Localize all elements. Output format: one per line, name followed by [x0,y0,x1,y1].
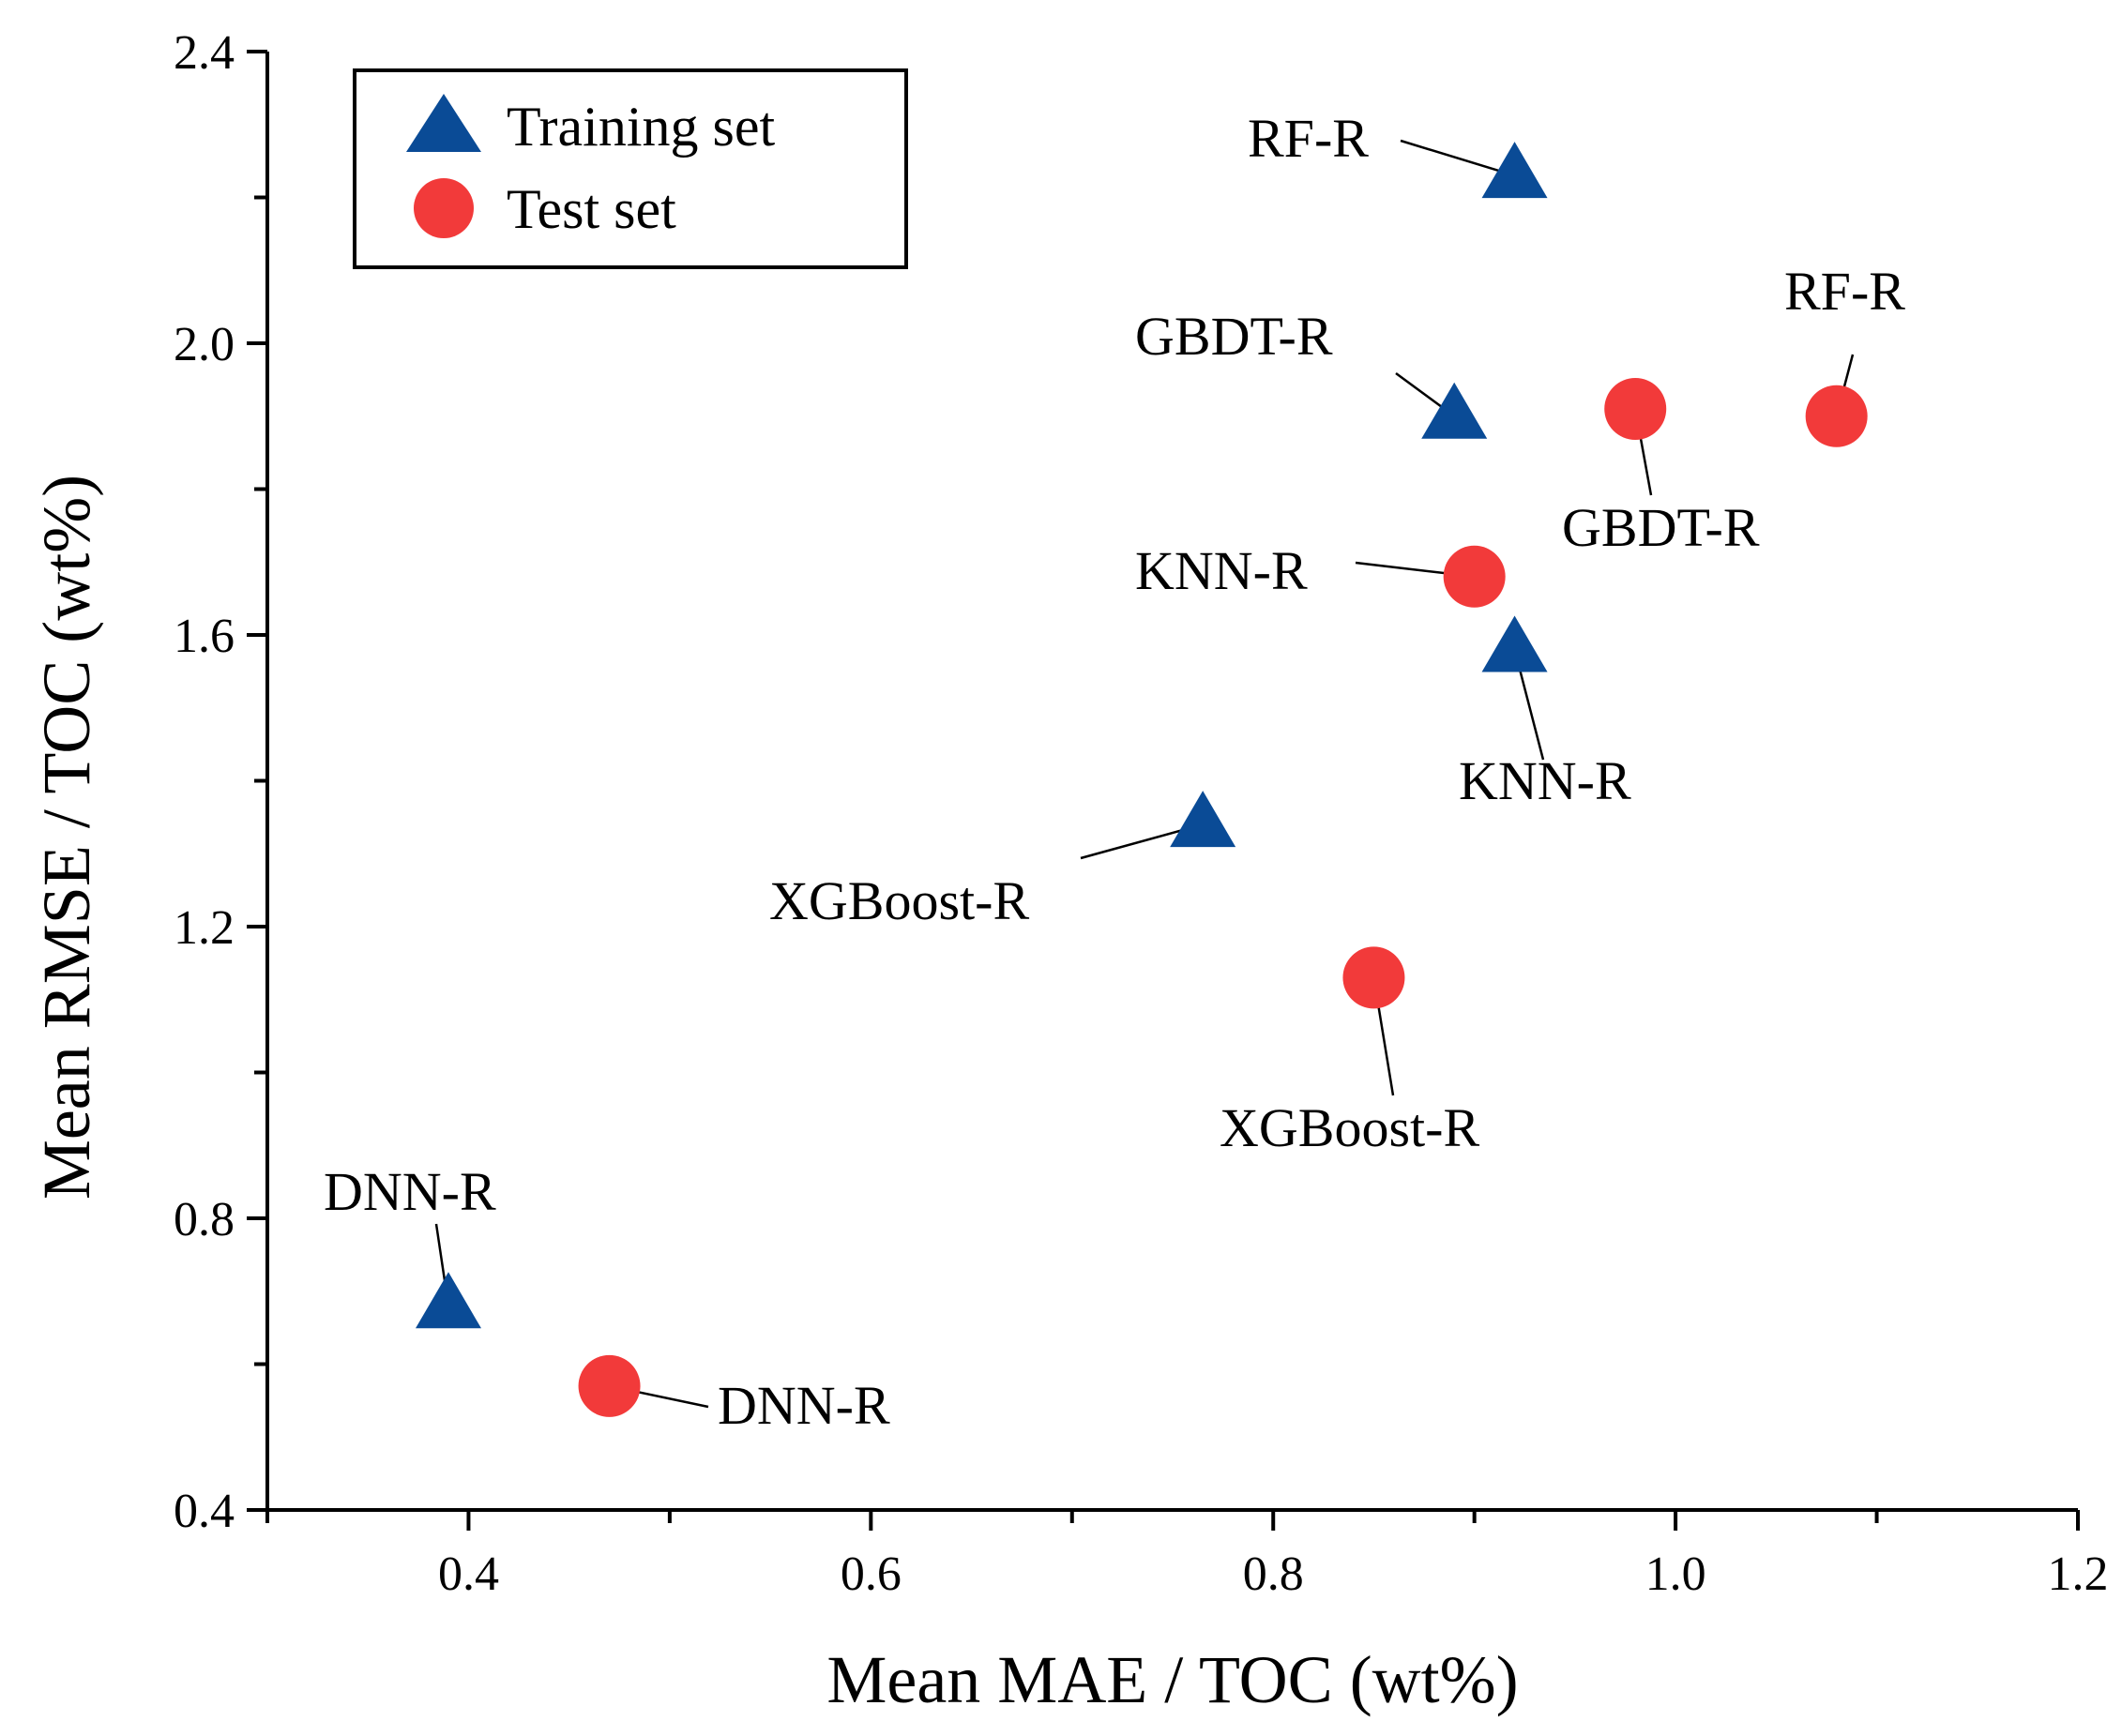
test-point-marker [1443,545,1506,608]
point-label: RF-R [1248,108,1369,169]
y-tick-label: 1.6 [174,610,235,663]
x-tick-label: 1.2 [2048,1547,2109,1601]
x-tick-label: 0.4 [438,1547,499,1601]
training-point-marker [416,1272,481,1329]
x-axis-title: Mean MAE / TOC (wt%) [826,1642,1518,1717]
training-point-marker [1421,382,1488,439]
x-tick-label: 0.8 [1243,1547,1304,1601]
leader-line [1400,139,1515,177]
test-point-marker [1805,385,1868,447]
x-tick-label: 1.0 [1645,1547,1706,1601]
training-point-marker [1170,791,1236,848]
test-point-marker [578,1354,641,1417]
test-point-marker [1604,377,1667,440]
y-axis-title: Mean RMSE / TOC (wt%) [29,475,104,1200]
point-label: GBDT-R [1562,497,1760,558]
point-label: DNN-R [718,1375,890,1436]
y-tick-label: 2.0 [174,318,235,371]
point-label: XGBoost-R [769,870,1029,931]
y-tick-label: 2.4 [174,26,235,80]
legend-test-label: Test set [507,178,676,240]
axis-ticks [247,50,2080,1531]
point-label: DNN-R [324,1161,496,1222]
legend: Training set Test set [353,68,908,269]
axes [265,52,2078,1512]
point-label: RF-R [1784,261,1905,322]
data-markers [416,142,1868,1417]
point-label: GBDT-R [1135,306,1333,367]
legend-training-label: Training set [507,96,775,158]
point-labels: RF-R GBDT-R KNN-R XGBoost-R DNN-R RF-R GBDT-R K… [324,108,1905,1436]
y-tick-label: 0.4 [174,1485,235,1538]
legend-training-marker-icon [406,94,481,152]
y-tick-label: 1.2 [174,901,235,955]
training-point-marker [1481,142,1548,199]
test-point-marker [1342,946,1405,1009]
training-point-marker [1481,615,1548,672]
point-label: XGBoost-R [1220,1097,1479,1158]
point-label: KNN-R [1135,540,1308,601]
point-label: KNN-R [1459,750,1631,811]
x-tick-label: 0.6 [841,1547,902,1601]
tick-labels: 0.4 0.6 0.8 1.0 1.2 0.4 0.8 1.2 1.6 2.0 2.4 [174,26,2109,1601]
legend-test-marker-icon [414,178,474,238]
y-tick-label: 0.8 [174,1193,235,1246]
